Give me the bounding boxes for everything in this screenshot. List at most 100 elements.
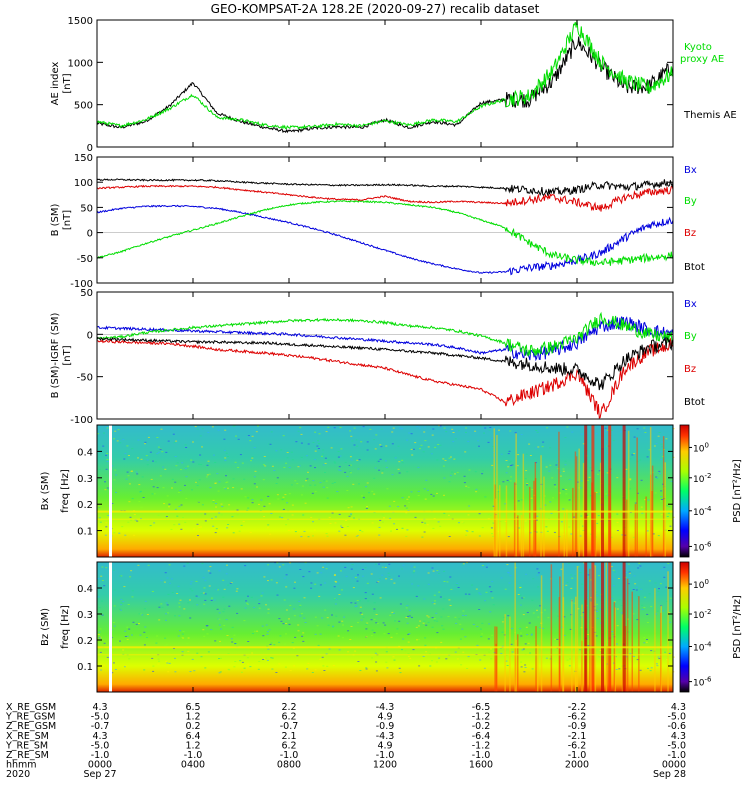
- activity-streak: [572, 487, 574, 557]
- psd-pixel: [209, 566, 212, 568]
- psd-pixel: [152, 670, 155, 672]
- psd-pixel: [271, 667, 274, 669]
- ephem-cell: -0.9: [568, 721, 587, 732]
- y-tick-label: -50: [77, 373, 93, 384]
- psd-pixel: [472, 623, 475, 625]
- ephem-cell: 6.5: [185, 702, 200, 713]
- psd-pixel: [206, 625, 209, 627]
- psd-pixel: [577, 608, 580, 610]
- psd-pixel: [465, 431, 467, 433]
- psd-pixel: [165, 613, 168, 615]
- psd-pixel: [187, 637, 190, 639]
- psd-pixel: [215, 589, 218, 591]
- ephem-cell: -1.0: [280, 750, 299, 761]
- psd-pixel: [375, 434, 378, 436]
- psd-pixel: [324, 609, 327, 611]
- psd-pixel: [249, 666, 252, 668]
- activity-streak: [571, 599, 573, 692]
- psd-pixel: [317, 644, 320, 646]
- psd-pixel: [655, 663, 658, 665]
- psd-pixel: [232, 478, 235, 480]
- ephem-cell: -5.0: [667, 712, 686, 723]
- psd-pixel: [652, 533, 655, 535]
- psd-pixel: [384, 460, 387, 462]
- psd-pixel: [212, 499, 215, 501]
- psd-pixel: [520, 434, 523, 435]
- colorbar: [679, 561, 690, 693]
- psd-pixel: [639, 669, 642, 671]
- psd-pixel: [178, 606, 181, 608]
- psd-pixel: [321, 617, 324, 619]
- psd-pixel: [387, 572, 390, 574]
- psd-pixel: [579, 487, 582, 489]
- psd-pixel: [508, 582, 511, 584]
- psd-pixel: [506, 479, 509, 481]
- psd-pixel: [362, 496, 365, 498]
- psd-pixel: [599, 650, 602, 651]
- psd-pixel: [461, 614, 464, 616]
- psd-pixel: [199, 454, 202, 456]
- psd-pixel: [649, 670, 652, 672]
- psd-pixel: [338, 513, 341, 515]
- psd-pixel: [655, 443, 658, 445]
- psd-pixel: [111, 465, 114, 467]
- psd-pixel: [358, 483, 360, 485]
- psd-pixel: [452, 441, 455, 443]
- psd-pixel: [112, 662, 115, 664]
- psd-pixel: [666, 659, 669, 661]
- psd-pixel: [157, 663, 160, 665]
- psd-pixel: [642, 512, 645, 514]
- activity-streak: [562, 563, 564, 692]
- psd-pixel: [398, 667, 401, 669]
- psd-pixel: [143, 608, 146, 610]
- psd-pixel: [479, 425, 482, 427]
- psd-pixel: [329, 523, 332, 524]
- psd-pixel: [165, 660, 168, 662]
- psd-pixel: [230, 582, 233, 584]
- psd-pixel: [240, 671, 243, 673]
- psd-pixel: [361, 495, 364, 497]
- ephem-cell: -1.0: [376, 750, 395, 761]
- psd-pixel: [144, 600, 147, 602]
- psd-pixel: [606, 429, 609, 431]
- series-bz: [96, 184, 674, 212]
- psd-pixel: [279, 635, 282, 637]
- psd-pixel: [426, 489, 429, 491]
- psd-pixel: [509, 465, 512, 466]
- psd-pixel: [331, 614, 333, 616]
- burst-streak: [591, 562, 595, 692]
- psd-pixel: [491, 597, 494, 599]
- psd-pixel: [461, 521, 464, 523]
- psd-pixel: [471, 584, 474, 586]
- psd-pixel: [573, 602, 576, 604]
- psd-pixel: [380, 446, 383, 448]
- psd-pixel: [628, 488, 631, 490]
- psd-pixel: [442, 628, 445, 630]
- psd-pixel: [647, 499, 650, 501]
- psd-pixel: [161, 606, 164, 608]
- activity-streak: [517, 515, 519, 557]
- psd-pixel: [392, 427, 395, 429]
- psd-pixel: [536, 512, 539, 514]
- psd-pixel: [587, 516, 590, 518]
- psd-pixel: [367, 600, 370, 602]
- burst-streak: [608, 562, 612, 692]
- psd-pixel: [530, 634, 533, 636]
- psd-pixel: [616, 531, 619, 533]
- psd-pixel: [274, 562, 277, 564]
- psd-pixel: [228, 605, 231, 607]
- psd-pixel: [458, 522, 460, 524]
- psd-pixel: [362, 575, 364, 577]
- psd-pixel: [158, 606, 161, 608]
- ephem-cell: -1.0: [184, 750, 203, 761]
- psd-pixel: [530, 497, 533, 499]
- psd-pixel: [474, 471, 477, 473]
- psd-pixel: [124, 648, 127, 649]
- psd-pixel: [617, 578, 620, 579]
- psd-pixel: [383, 633, 386, 635]
- psd-pixel: [353, 444, 356, 446]
- psd-pixel: [610, 566, 613, 568]
- psd-pixel: [362, 616, 365, 618]
- psd-pixel: [474, 430, 477, 432]
- psd-pixel: [239, 454, 242, 456]
